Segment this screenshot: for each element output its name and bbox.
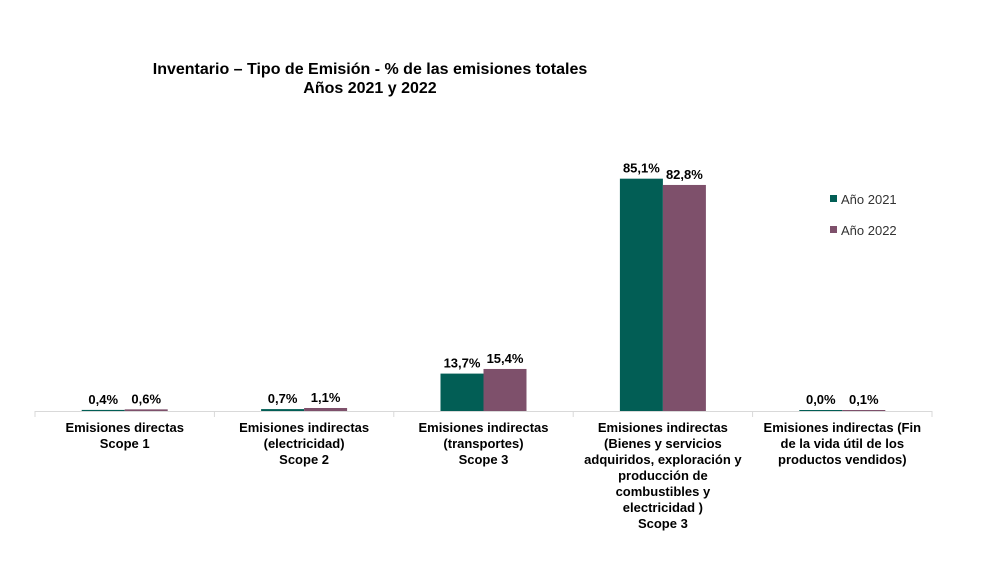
chart-title: Inventario – Tipo de Emisión - % de las … — [152, 61, 588, 78]
x-axis — [34, 411, 933, 417]
bar — [842, 410, 886, 411]
data-label: 0,6% — [131, 391, 161, 406]
data-label: 15,4% — [487, 351, 524, 366]
legend-label: Año 2021 — [841, 192, 897, 207]
bars-group — [81, 178, 886, 411]
data-labels-group: 0,4% 0,6% 0,7% 1,1% 13,7% 15,4% 85,1% 82,8% 0,0%… — [88, 161, 879, 407]
data-label: 82,8% — [666, 167, 703, 182]
data-label: 0,1% — [849, 392, 879, 407]
bar — [124, 409, 168, 411]
data-label: 13,7% — [444, 356, 481, 371]
bar — [261, 409, 305, 411]
bar — [304, 407, 348, 411]
bar — [799, 410, 843, 411]
legend-swatch — [830, 195, 837, 202]
data-label: 1,1% — [311, 390, 341, 405]
bar — [619, 178, 663, 411]
category-label: Emisiones indirectas (electricidad) Scope … — [239, 420, 369, 467]
bar — [81, 409, 125, 411]
data-label: 0,4% — [88, 392, 118, 407]
bar — [483, 368, 527, 411]
data-label: 0,0% — [806, 392, 836, 407]
category-label: Emisiones indirectas (transportes) Scope 3 — [418, 420, 548, 467]
chart-title-block: Inventario – Tipo de Emisión - % de las … — [90, 60, 650, 98]
data-label: 0,7% — [268, 391, 298, 406]
chart-subtitle: Años 2021 y 2022 — [303, 80, 437, 97]
legend: Año 2021 Año 2022 — [830, 192, 897, 238]
bar — [662, 184, 706, 411]
category-label: Emisiones indirectas (Fin de la vida útil… — [764, 420, 922, 467]
legend-swatch — [830, 226, 837, 233]
category-labels-group: Emisiones directas Scope 1 Emisiones indir… — [65, 420, 921, 531]
bar — [440, 373, 484, 411]
category-label: Emisiones directas Scope 1 — [65, 420, 184, 451]
legend-label: Año 2022 — [841, 223, 897, 238]
category-label: Emisiones indirectas (Bienes y servicios a… — [584, 420, 742, 531]
data-label: 85,1% — [623, 161, 660, 176]
